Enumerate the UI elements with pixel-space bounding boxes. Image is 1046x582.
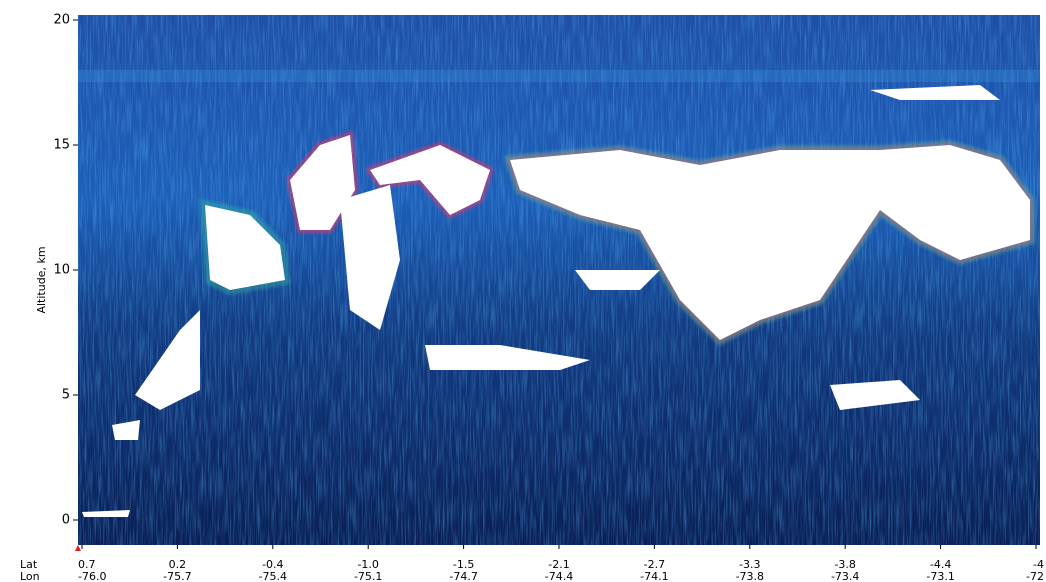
x-tick-label: -76.0 (78, 570, 106, 582)
y-tick-label: 5 (62, 388, 70, 403)
y-tick-label: 20 (53, 13, 70, 28)
y-axis-label: Altitude, km (35, 246, 48, 313)
y-tick-label: 10 (53, 263, 70, 278)
x-tick-label: -75.7 (163, 570, 191, 582)
lidar-image (78, 15, 1040, 545)
x-tick-label: -72 (1026, 570, 1044, 582)
x-tick-label: -74.1 (640, 570, 668, 582)
x-tick-label: -75.1 (354, 570, 382, 582)
x-tick-label: -73.4 (831, 570, 859, 582)
y-tick-label: 0 (62, 513, 70, 528)
x-tick-label: -73.1 (926, 570, 954, 582)
x-tick-label: -75.4 (259, 570, 287, 582)
y-tick-label: 15 (53, 138, 70, 153)
chart: Altitude, km Lat Lon 051015200.7-76.00.2… (0, 0, 1046, 582)
x-tick-label: -74.7 (449, 570, 477, 582)
x-row-label: Lon (20, 570, 40, 582)
position-marker (75, 545, 81, 551)
x-tick-label: -74.4 (545, 570, 573, 582)
x-tick-label: -73.8 (736, 570, 764, 582)
